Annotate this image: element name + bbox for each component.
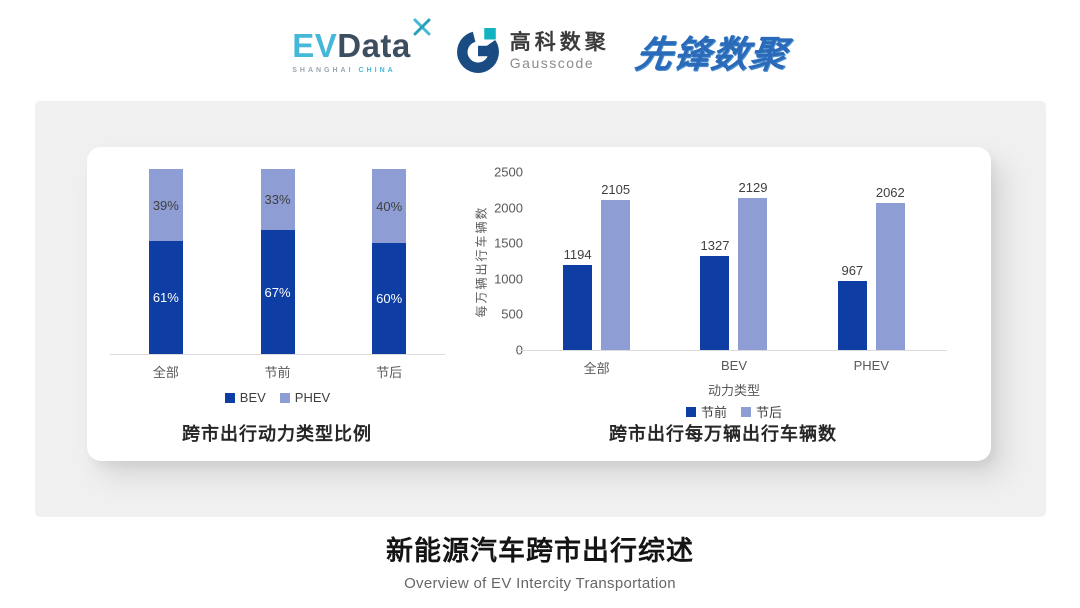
bar-segment-phev: 40% (372, 169, 407, 243)
category-label: PHEV (853, 358, 890, 373)
stacked-bar-chart: 39% 61% 33% 67% 40% 60% 全部 节前 节后 BEV PHEV 跨市出行动力… (87, 147, 467, 461)
x-axis-line (519, 350, 947, 351)
segment-value-label: 61% (152, 290, 179, 306)
segment-value-label: 33% (264, 192, 291, 208)
y-tick-1500: 1500 (494, 235, 523, 251)
evdata-subtext: SHANGHAI CHINA (292, 67, 429, 74)
legend-item-BEV: BEV (224, 390, 266, 405)
evdata-wordmark: EVData (292, 18, 431, 64)
bar-segment-phev: 39% (148, 169, 183, 242)
category-label: 全部 (152, 365, 179, 380)
legend-swatch-节前 (685, 406, 696, 417)
stacked-category-axis: 全部 节前 节后 (110, 362, 445, 381)
x-axis-label: 动力类型 (707, 383, 760, 398)
bar-value-label: 967 (841, 263, 864, 279)
bar-group-BEV: 1327 2129 (665, 172, 802, 350)
legend-label: BEV (239, 390, 266, 405)
bar-value-label: 2062 (875, 185, 905, 201)
legend-swatch-PHEV (279, 392, 290, 403)
bar-value-label: 1194 (563, 247, 592, 262)
y-tick-1000: 1000 (494, 271, 523, 287)
stacked-bar: 33% 67% (260, 169, 295, 354)
bar-节后-全部: 2105 (601, 182, 631, 350)
stacked-bar: 40% 60% (372, 169, 407, 354)
gausscode-en-text: Gausscode (509, 55, 595, 72)
bar-节前-PHEV: 967 (837, 263, 867, 350)
stacked-plot-area: 39% 61% 33% 67% 40% 60% (110, 169, 445, 355)
bar-value-label: 1327 (700, 237, 730, 253)
category-label: 全部 (583, 361, 610, 376)
bar-column-节后: 40% 60% (333, 169, 445, 354)
evdata-shanghai-text: SHANGHAI (292, 66, 354, 74)
bar-group-全部: 1194 2105 (528, 172, 665, 350)
category-label: 节后 (376, 365, 403, 380)
bar-group-PHEV: 967 2062 (803, 172, 940, 350)
category-label: 节前 (264, 365, 291, 380)
grouped-bar-chart: 每万辆出行车辆数 05001000150020002500 1194210513… (467, 147, 991, 461)
evdata-ev-text: EV (292, 26, 338, 64)
legend-label: 节后 (756, 405, 783, 420)
legend-item-节前: 节前 (685, 402, 727, 421)
evdata-logo: EVData SHANGHAI CHINA (292, 18, 431, 74)
y-tick-2500: 2500 (494, 164, 523, 180)
charts-card: 39% 61% 33% 67% 40% 60% 全部 节前 节后 BEV PHEV 跨市出行动力… (87, 147, 991, 461)
bar-segment-bev: 67% (260, 230, 295, 354)
bar-column-全部: 39% 61% (110, 169, 222, 354)
legend-swatch-节后 (741, 406, 751, 417)
grouped-plot-area: 1194 2105 1327 2129 967 2062 (528, 172, 940, 350)
segment-value-label: 60% (376, 291, 403, 306)
bar-节后-PHEV: 2062 (875, 185, 905, 350)
segment-value-label: 67% (264, 284, 291, 300)
grouped-chart-title: 跨市出行每万辆出行车辆数 (609, 424, 837, 444)
segment-value-label: 40% (376, 198, 403, 214)
legend-label: PHEV (294, 390, 331, 405)
footer: 新能源汽车跨市出行综述 Overview of EV Intercity Tra… (0, 529, 1080, 592)
gausscode-g-icon (456, 28, 499, 73)
gausscode-logo: 高科数聚 Gausscode (455, 28, 610, 74)
charts-panel: 39% 61% 33% 67% 40% 60% 全部 节前 节后 BEV PHEV 跨市出行动力… (35, 101, 1046, 517)
bar-column-节前: 33% 67% (222, 169, 334, 354)
grouped-category-axis: 全部 BEV PHEV (528, 358, 940, 377)
bar-segment-phev: 33% (260, 169, 295, 231)
evdata-china-text: CHINA (358, 66, 396, 74)
grouped-legend: 节前 节后 (528, 402, 940, 421)
page-subtitle: Overview of EV Intercity Transportation (404, 575, 676, 592)
gausscode-cn-text: 高科数聚 (509, 30, 610, 54)
sparkle-icon (413, 18, 431, 35)
y-axis-ticks: 05001000150020002500 (485, 165, 523, 358)
legend-label: 节前 (700, 405, 727, 420)
legend-item-PHEV: PHEV (279, 390, 331, 405)
stacked-chart-title: 跨市出行动力类型比例 (182, 424, 372, 444)
legend-item-节后: 节后 (741, 402, 782, 421)
bar-节前-全部: 1194 (563, 247, 593, 350)
category-label: BEV (720, 358, 747, 373)
stacked-legend: BEV PHEV (110, 390, 445, 405)
bar-节前-BEV: 1327 (700, 238, 730, 350)
bar-value-label: 2105 (601, 182, 631, 198)
segment-value-label: 39% (152, 197, 179, 213)
evdata-data-text: Data (337, 26, 411, 64)
bar-segment-bev: 60% (372, 243, 407, 354)
pioneer-logo: 先锋数聚 (632, 34, 791, 75)
logo-bar: EVData SHANGHAI CHINA 高科数聚 Gausscode 先锋数… (0, 18, 1080, 84)
y-tick-500: 500 (501, 306, 523, 322)
bar-节后-BEV: 2129 (738, 180, 768, 350)
bar-value-label: 2129 (738, 180, 768, 196)
legend-swatch-BEV (224, 392, 235, 403)
y-tick-2000: 2000 (494, 200, 523, 216)
bar-segment-bev: 61% (148, 241, 183, 354)
page-title: 新能源汽车跨市出行综述 (386, 536, 694, 566)
gausscode-text: 高科数聚 Gausscode (510, 31, 610, 71)
stacked-bar: 39% 61% (148, 169, 183, 354)
